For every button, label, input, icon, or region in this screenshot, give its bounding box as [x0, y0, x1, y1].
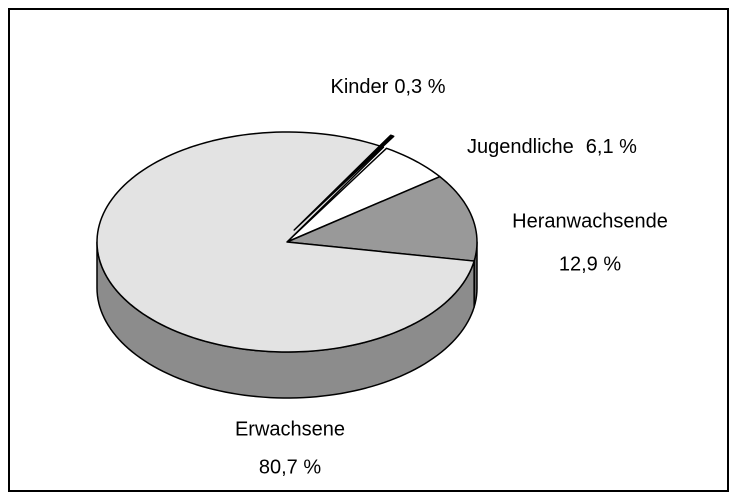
value-label: 6,1 % [586, 136, 637, 158]
data-label: Jugendliche 6,1 % [467, 136, 637, 158]
category-label: Kinder [331, 76, 389, 98]
pie-slice [286, 175, 478, 262]
pie-slice [96, 131, 475, 353]
value-label: 80,7 % [259, 456, 321, 478]
pie-tops [96, 131, 478, 353]
category-label: Jugendliche [467, 136, 574, 158]
value-label: 0,3 % [394, 76, 445, 98]
category-label: Heranwachsende [512, 210, 668, 232]
pie-slice [293, 134, 395, 231]
value-label: 12,9 % [559, 253, 621, 275]
pie-slice [286, 147, 441, 243]
category-label: Erwachsene [235, 418, 345, 440]
data-label: Kinder 0,3 % [331, 76, 446, 98]
